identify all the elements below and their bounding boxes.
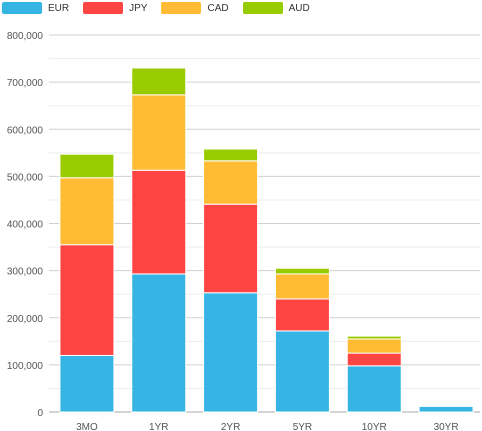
y-tick-label: 100,000 — [7, 361, 44, 372]
legend-swatch-aud — [242, 2, 283, 14]
bar-1yr-jpy[interactable] — [131, 169, 187, 275]
legend-label: EUR — [48, 2, 70, 14]
bar-10yr-jpy[interactable] — [346, 352, 402, 367]
bar-2yr-cad[interactable] — [203, 160, 259, 205]
y-axis: 0 100,000 200,000 300,000 400,000 500,000 600,… — [7, 31, 44, 419]
x-tick-label: 1YR — [149, 422, 168, 431]
x-tick-label: 5YR — [293, 422, 312, 431]
legend-label: JPY — [129, 2, 148, 14]
legend-item-eur[interactable]: EUR — [2, 2, 69, 14]
y-tick-label: 600,000 — [7, 125, 44, 136]
x-tick-label: 30YR — [434, 422, 459, 431]
x-tick-label: 3MO — [76, 422, 98, 431]
legend-swatch-eur — [2, 2, 42, 14]
legend-label: CAD — [207, 2, 229, 14]
x-axis: 3MO 1YR 2YR 5YR 10YR 30YR — [76, 422, 459, 431]
y-tick-label: 0 — [37, 408, 43, 419]
bar-5yr-aud[interactable] — [274, 267, 330, 275]
y-tick-label: 200,000 — [7, 314, 44, 325]
y-tick-label: 800,000 — [7, 31, 44, 42]
x-tick-label: 10YR — [362, 422, 387, 431]
bar-1yr-eur[interactable] — [131, 273, 187, 413]
bar-2yr-aud[interactable] — [203, 148, 259, 162]
bar-5yr-eur[interactable] — [274, 330, 330, 413]
bar-3mo-aud[interactable] — [59, 153, 115, 179]
y-tick-label: 500,000 — [7, 172, 44, 183]
bar-5yr-jpy[interactable] — [274, 298, 330, 332]
legend-swatch-jpy — [83, 2, 124, 14]
y-tick-label: 300,000 — [7, 267, 44, 278]
bar-2yr-eur[interactable] — [203, 292, 259, 413]
legend-item-aud[interactable]: AUD — [242, 2, 310, 14]
bar-30yr-eur[interactable] — [418, 405, 474, 413]
grid-lines — [49, 34, 480, 413]
x-tick-label: 2YR — [221, 422, 240, 431]
bar-3mo-cad[interactable] — [59, 177, 115, 246]
bar-10yr-eur[interactable] — [346, 365, 402, 413]
legend-item-jpy[interactable]: JPY — [83, 2, 147, 14]
bar-10yr-aud[interactable] — [346, 335, 402, 340]
bar-2yr-jpy[interactable] — [203, 203, 259, 294]
legend-swatch-cad — [161, 2, 202, 14]
bar-5yr-cad[interactable] — [274, 273, 330, 300]
y-tick-label: 700,000 — [7, 78, 44, 89]
bar-3mo-eur[interactable] — [59, 354, 115, 413]
bar-1yr-aud[interactable] — [131, 67, 187, 96]
chart-legend: EUR JPY CAD AUD — [2, 2, 324, 14]
bar-3mo-jpy[interactable] — [59, 244, 115, 356]
y-tick-label: 400,000 — [7, 220, 44, 231]
bar-10yr-cad[interactable] — [346, 338, 402, 354]
legend-item-cad[interactable]: CAD — [161, 2, 229, 14]
legend-label: AUD — [288, 2, 310, 14]
bar-series — [59, 67, 474, 413]
bar-1yr-cad[interactable] — [131, 94, 187, 171]
